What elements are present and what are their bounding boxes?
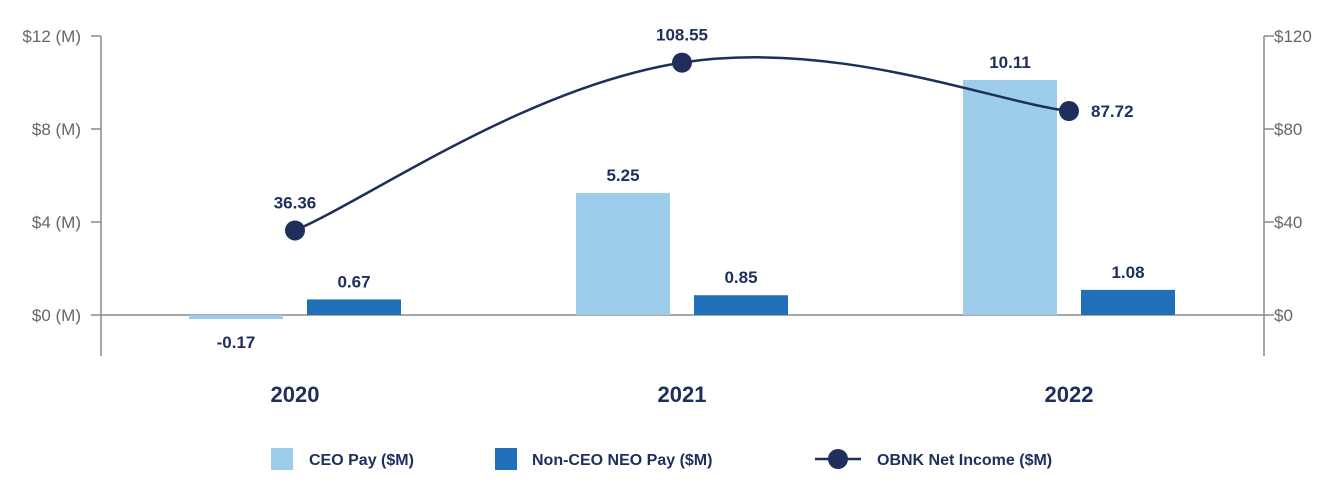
axes: $0 (M) $4 (M) $8 (M) $12 (M) $0 $40 $80 $120 202… <box>22 27 1311 407</box>
legend: CEO Pay ($M) Non-CEO NEO Pay ($M) OBNK Net… <box>271 448 1052 470</box>
ceo-pay-bar <box>189 315 283 319</box>
right-tick-label: $40 <box>1274 213 1302 232</box>
net-income-point <box>672 52 692 73</box>
legend-label-ceo: CEO Pay ($M) <box>309 452 414 469</box>
net-income-label: 108.55 <box>656 26 708 45</box>
ceo-pay-label: 10.11 <box>989 53 1031 72</box>
net-income-label: 36.36 <box>274 193 317 212</box>
non-ceo-pay-label: 0.67 <box>337 272 370 291</box>
category-label: 2021 <box>658 382 707 407</box>
non-ceo-pay-label: 0.85 <box>724 268 757 287</box>
category-label: 2022 <box>1045 382 1094 407</box>
legend-swatch-ceo <box>271 448 293 470</box>
net-income-line <box>285 52 1079 241</box>
net-income-line-path <box>294 56 1070 232</box>
net-income-point <box>1059 101 1079 122</box>
left-tick-label: $0 (M) <box>32 306 81 325</box>
net-income-label: 87.72 <box>1091 102 1134 121</box>
net-income-point <box>285 220 305 241</box>
non-ceo-pay-bar <box>1081 289 1175 315</box>
bars <box>189 79 1175 319</box>
left-tick-label: $4 (M) <box>32 213 81 232</box>
left-tick-label: $12 (M) <box>22 27 81 46</box>
left-tick-label: $8 (M) <box>32 120 81 139</box>
right-tick-label: $120 <box>1274 27 1312 46</box>
right-tick-label: $80 <box>1274 120 1302 139</box>
legend-label-non-ceo: Non-CEO NEO Pay ($M) <box>532 452 712 469</box>
right-tick-label: $0 <box>1274 306 1293 325</box>
category-label: 2020 <box>271 382 320 407</box>
ceo-pay-bar <box>576 192 670 315</box>
legend-label-net-income: OBNK Net Income ($M) <box>877 452 1052 469</box>
non-ceo-pay-bar <box>694 295 788 315</box>
non-ceo-pay-label: 1.08 <box>1111 263 1144 282</box>
ceo-pay-label: -0.17 <box>217 333 256 352</box>
data-labels: -0.17 5.25 10.11 0.67 0.85 1.08 36.36 108.55 87.… <box>217 26 1145 352</box>
non-ceo-pay-bar <box>307 299 401 315</box>
ceo-pay-bar <box>963 79 1057 315</box>
legend-marker-net-income <box>828 449 848 469</box>
legend-swatch-non-ceo <box>495 448 517 470</box>
ceo-pay-label: 5.25 <box>606 166 639 185</box>
